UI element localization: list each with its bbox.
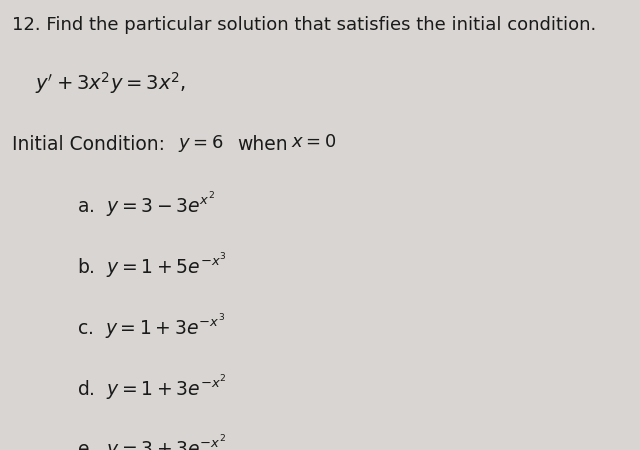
Text: $x = 0$: $x = 0$ <box>291 133 337 151</box>
Text: e.  $y = 3 + 3e^{-x^2}$: e. $y = 3 + 3e^{-x^2}$ <box>77 434 226 450</box>
Text: c.  $y = 1 + 3e^{-x^3}$: c. $y = 1 + 3e^{-x^3}$ <box>77 313 225 341</box>
Text: when: when <box>237 135 287 154</box>
Text: $y' + 3x^2y = 3x^2,$: $y' + 3x^2y = 3x^2,$ <box>35 70 186 96</box>
Text: Initial Condition:: Initial Condition: <box>12 135 170 154</box>
Text: d.  $y = 1 + 3e^{-x^2}$: d. $y = 1 + 3e^{-x^2}$ <box>77 374 227 402</box>
Text: a.  $y = 3 - 3e^{x^2}$: a. $y = 3 - 3e^{x^2}$ <box>77 191 215 220</box>
Text: b.  $y = 1 + 5e^{-x^3}$: b. $y = 1 + 5e^{-x^3}$ <box>77 252 227 280</box>
Text: 12. Find the particular solution that satisfies the initial condition.: 12. Find the particular solution that sa… <box>12 16 596 34</box>
Text: $y = 6$: $y = 6$ <box>178 133 223 154</box>
